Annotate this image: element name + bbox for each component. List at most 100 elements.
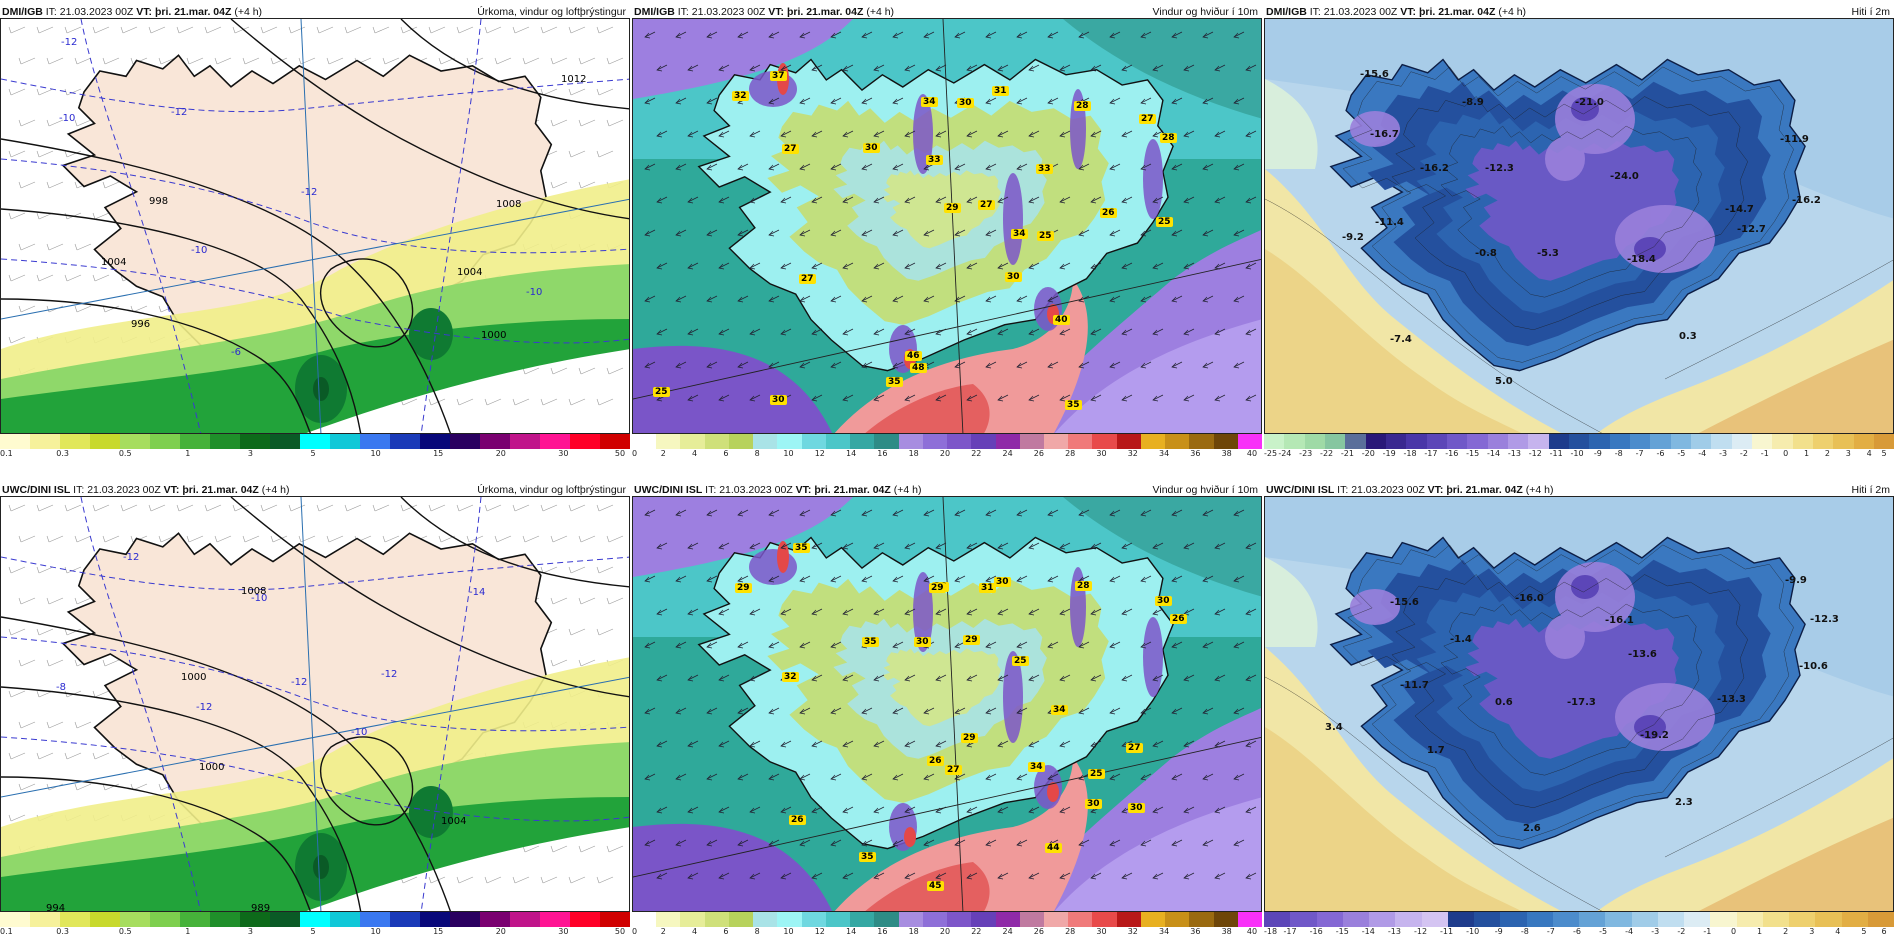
colorbar-labels: 0.1 0.3 0.5 1 3 5 10 15 20 30 50 [0,449,630,459]
colorbar-labels: -25 -24 -23 -22 -21 -20 -19 -18 -17 -16 -15 -14 -13-… [1264,449,1894,459]
colorbar-swatch [1189,912,1214,927]
gust-value-label: 28 [1160,133,1177,143]
colorbar-tick-label: -3 [1719,449,1728,458]
temperature-value-label: -9.2 [1342,232,1364,243]
map-canvas[interactable]: 37 32 34 30 31 28 27 28 27 30 33 27 33 29 26 34 27 30 46 48… [632,18,1262,434]
temperature-contour-label: -12 [61,37,78,48]
gust-value-label: 27 [1139,114,1156,124]
colorbar-swatch [728,434,754,449]
map-image [1,497,629,911]
colorbar-tick-label: -2 [1677,927,1686,936]
colorbar-tick-label: 38 [1221,927,1232,936]
colorbar-tick-label: 4 [692,449,698,458]
colorbar-tick-label: 0.1 [0,449,13,458]
pressure-isobar-label: 1004 [101,257,127,268]
vt-label: VT: [1427,484,1444,496]
temperature-contour-label: -6 [231,347,241,358]
colorbar-tick-label: 14 [846,449,857,458]
vt-label: VT: [163,484,180,496]
colorbar-swatch [1792,434,1813,449]
vt-label: VT: [795,484,812,496]
colorbar-tick-label: -11 [1549,449,1563,458]
colorbar-tick-label: 2 [1783,927,1789,936]
colorbar-swatch [632,434,657,449]
colorbar-tick-label: -10 [1466,927,1480,936]
gust-value-label: 30 [1085,799,1102,809]
colorbar-tick-label: 0 [1783,449,1789,458]
colorbar-tick-label: 0 [632,449,638,458]
colorbar-swatch [1019,912,1044,927]
grid-lines [633,19,1261,433]
model-name: UWC/DINI ISL [1266,484,1335,496]
colorbar-swatch [1019,434,1044,449]
vt-value: þri. 21.mar. 04Z [154,6,232,18]
colorbar-swatch [240,434,270,449]
colorbar-tick-label: -13 [1387,927,1401,936]
colorbar-swatch [680,434,705,449]
vt-value: þri. 21.mar. 04Z [786,6,864,18]
colorbar-swatch [777,912,802,927]
temperature-value-label: -11.7 [1400,680,1429,691]
colorbar-tick-label: 3 [1809,927,1815,936]
gust-value-label: 33 [1036,164,1053,174]
gust-value-label: 44 [1045,843,1062,853]
colorbar-swatch [1237,912,1263,927]
colorbar-tick-label: 3 [247,927,253,936]
map-canvas[interactable]: -12 -10 -12 -12 -10 -6 -10 998 1008 1004 1000 996 10… [0,18,630,434]
temperature-value-label: -12.3 [1810,614,1839,625]
isobars [1,497,629,911]
pressure-isobar-label: 1004 [441,816,467,827]
pressure-isobar-label: 1012 [561,74,587,85]
colorbar-tick-label: 6 [723,449,729,458]
colorbar [632,912,1263,927]
colorbar-tick-label: 4 [1835,927,1841,936]
panel-run-info: UWC/DINI ISL IT: 21.03.2023 00Z VT: þri.… [1266,483,1553,497]
colorbar-swatch [704,912,729,927]
isotherms [1265,544,1893,911]
colorbar-swatch [922,434,948,449]
colorbar-swatch [330,912,360,927]
colorbar-tick-label: 6 [1881,927,1887,936]
isotherms [1265,66,1893,433]
gust-value-label: 26 [1100,208,1117,218]
colorbar-swatch [971,434,996,449]
colorbar-swatch [1237,434,1263,449]
lead-time: (+4 h) [866,6,895,18]
map-canvas[interactable]: -15.6 -8.9 -16.7 -16.2 -12.3 -21.0 -24.0 -11.9 -… [1264,18,1894,434]
it-value: 21.03.2023 00Z [1351,484,1425,496]
colorbar-tick-label: 5 [1881,449,1887,458]
temperature-value-label: -10.6 [1799,661,1828,672]
gust-value-label: 30 [914,637,931,647]
colorbar-tick-label: -4 [1698,449,1707,458]
map-canvas[interactable]: -12 -10 -14 -8 -12 -10 -12 -12 1008 1000 1004 989 99… [0,496,630,912]
vt-value: þri. 21.mar. 04Z [1418,6,1496,18]
map-canvas[interactable]: -15.6 -16.0 -16.1 -9.9 -12.3 -1.4 -13.6 -10.6 -1… [1264,496,1894,912]
colorbar-swatch [1116,434,1141,449]
colorbar-tick-label: -17 [1424,449,1438,458]
temperature-value-label: 0.6 [1495,697,1513,708]
colorbar-tick-label: 14 [846,927,857,936]
product-name: Úrkoma, vindur og loftþrýstingur [477,6,626,18]
colorbar-swatch [450,434,480,449]
colorbar-tick-label: 38 [1221,449,1232,458]
map-panel-precip: UWC/DINI ISL IT: 21.03.2023 00Z VT: þri.… [0,478,630,936]
gust-value-label: 35 [1065,400,1082,410]
colorbar-swatch [480,434,510,449]
colorbar-tick-label: 10 [370,449,381,458]
temperature-contours [1,19,629,433]
colorbar-swatch [632,912,657,927]
colorbar-swatch [1365,434,1386,449]
colorbar-swatch [971,912,996,927]
vt-label: VT: [768,6,785,18]
pressure-isobar-label: 998 [149,196,169,207]
colorbar-tick-label: 32 [1127,927,1138,936]
map-image [1,19,629,433]
colorbar-swatch [600,434,630,449]
colorbar-tick-label: 10 [783,449,794,458]
colorbar-swatch [1609,434,1630,449]
colorbar-tick-label: 0.3 [56,449,69,458]
gust-value-label: 26 [927,756,944,766]
gust-zone [834,279,1088,433]
gust-value-label: 29 [929,583,946,593]
map-canvas[interactable]: 3529262931302830263530292532342926273425… [632,496,1262,912]
